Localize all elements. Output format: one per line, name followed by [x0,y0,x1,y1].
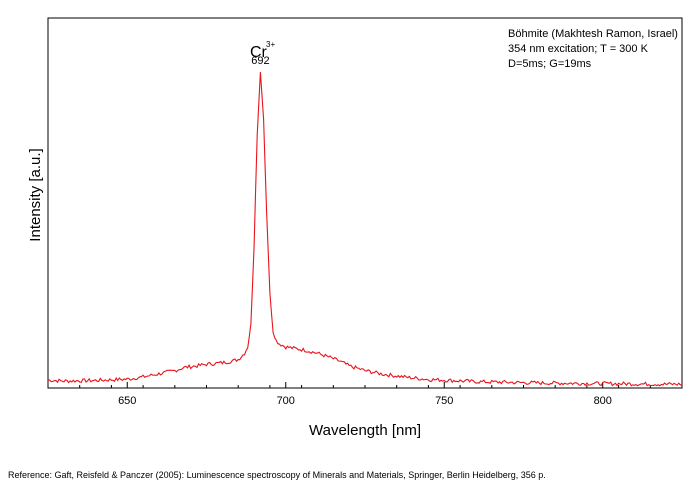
ion-label: Cr [250,44,268,61]
peak-wavelength-label: 692 [251,55,269,67]
spectrum-line [47,71,683,387]
reference-citation: Reference: Gaft, Reisfeld & Panczer (200… [8,470,546,480]
plot-frame [47,17,683,389]
ion-charge-superscript: 3+ [266,40,275,49]
x-tick-labels: 650 700 750 800 [118,395,612,407]
x-ticks [47,382,683,388]
x-tick-label-800: 800 [594,395,612,407]
x-axis-title: Wavelength [nm] [309,422,421,439]
info-line-sample: Böhmite (Makhtesh Ramon, Israel) [508,28,678,40]
x-tick-label-700: 700 [277,395,295,407]
x-tick-label-750: 750 [435,395,453,407]
info-line-excitation: 354 nm excitation; T = 300 K [508,43,649,55]
spectrum-chart: 650 700 750 800 Wavelength [nm] Intensity [… [27,17,683,439]
info-line-gating: D=5ms; G=19ms [508,58,592,70]
x-tick-label-650: 650 [118,395,136,407]
y-axis-title: Intensity [a.u.] [27,148,44,241]
